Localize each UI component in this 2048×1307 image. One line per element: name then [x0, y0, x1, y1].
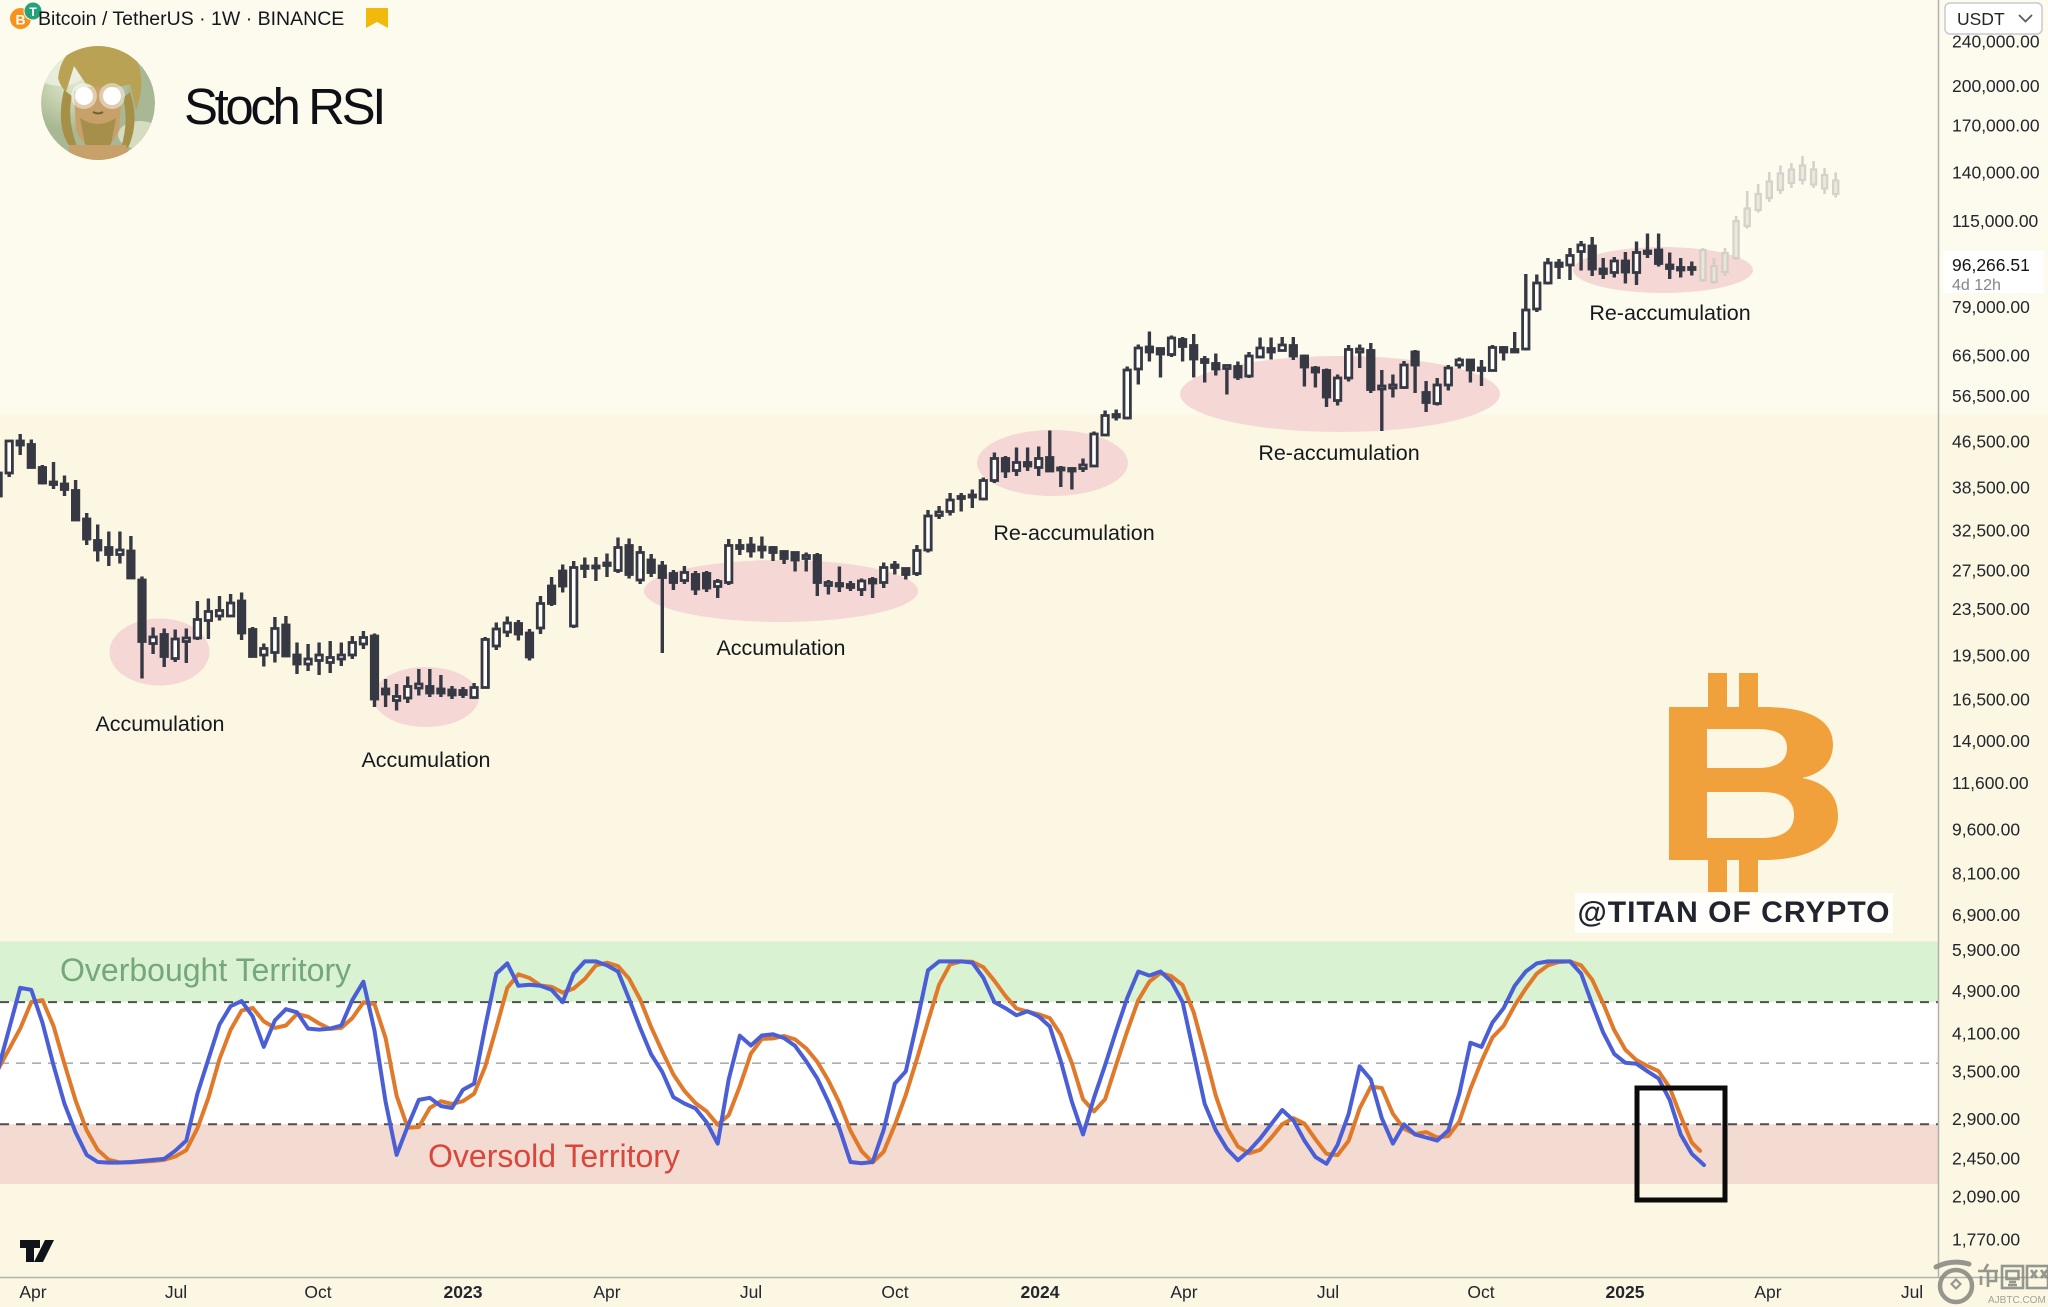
- svg-text:2023: 2023: [444, 1282, 483, 1302]
- svg-text:Accumulation: Accumulation: [95, 712, 224, 736]
- svg-text:240,000.00: 240,000.00: [1952, 32, 2040, 52]
- svg-text:4,100.00: 4,100.00: [1952, 1024, 2020, 1044]
- svg-text:11,600.00: 11,600.00: [1952, 773, 2029, 793]
- svg-text:Jul: Jul: [1901, 1282, 1923, 1302]
- svg-text:USDT: USDT: [1957, 9, 2005, 29]
- svg-text:14,000.00: 14,000.00: [1952, 731, 2030, 751]
- svg-text:Re-accumulation: Re-accumulation: [1258, 441, 1419, 465]
- svg-text:38,500.00: 38,500.00: [1952, 478, 2030, 498]
- svg-text:23,500.00: 23,500.00: [1952, 599, 2030, 619]
- svg-text:8,100.00: 8,100.00: [1952, 863, 2020, 883]
- svg-text:Oct: Oct: [881, 1282, 908, 1302]
- svg-text:Jul: Jul: [165, 1282, 187, 1302]
- svg-text:170,000.00: 170,000.00: [1952, 116, 2040, 136]
- svg-text:AJBTC.COM: AJBTC.COM: [1988, 1295, 2046, 1306]
- svg-text:2,090.00: 2,090.00: [1952, 1187, 2020, 1207]
- svg-text:2025: 2025: [1606, 1282, 1645, 1302]
- svg-text:19,500.00: 19,500.00: [1952, 645, 2030, 665]
- svg-text:Bitcoin / TetherUS · 1W · BINA: Bitcoin / TetherUS · 1W · BINANCE: [38, 8, 344, 30]
- svg-text:4d 12h: 4d 12h: [1952, 277, 2001, 294]
- svg-text:32,500.00: 32,500.00: [1952, 521, 2030, 541]
- svg-text:@TITAN OF CRYPTO: @TITAN OF CRYPTO: [1577, 896, 1890, 929]
- svg-text:2,900.00: 2,900.00: [1952, 1109, 2020, 1129]
- svg-text:2,450.00: 2,450.00: [1952, 1149, 2020, 1169]
- svg-text:27,500.00: 27,500.00: [1952, 561, 2030, 581]
- svg-text:56,500.00: 56,500.00: [1952, 386, 2030, 406]
- svg-text:Accumulation: Accumulation: [716, 636, 845, 660]
- svg-text:Overbought Territory: Overbought Territory: [60, 952, 351, 988]
- svg-text:Re-accumulation: Re-accumulation: [1589, 301, 1750, 325]
- svg-text:200,000.00: 200,000.00: [1952, 76, 2040, 96]
- svg-text:T: T: [29, 5, 37, 19]
- svg-text:3,500.00: 3,500.00: [1952, 1062, 2020, 1082]
- svg-text:Accumulation: Accumulation: [361, 748, 490, 772]
- svg-text:Stoch RSI: Stoch RSI: [184, 78, 383, 135]
- svg-text:46,500.00: 46,500.00: [1952, 431, 2030, 451]
- svg-text:66,500.00: 66,500.00: [1952, 345, 2030, 365]
- svg-text:9,600.00: 9,600.00: [1952, 819, 2020, 839]
- svg-text:Apr: Apr: [19, 1282, 46, 1302]
- svg-text:2024: 2024: [1021, 1282, 1060, 1302]
- svg-text:16,500.00: 16,500.00: [1952, 690, 2030, 710]
- svg-text:6,900.00: 6,900.00: [1952, 905, 2020, 925]
- svg-text:5,900.00: 5,900.00: [1952, 940, 2020, 960]
- svg-text:Re-accumulation: Re-accumulation: [993, 521, 1154, 545]
- svg-text:96,266.51: 96,266.51: [1952, 255, 2030, 275]
- svg-text:1,770.00: 1,770.00: [1952, 1230, 2020, 1250]
- svg-text:Apr: Apr: [1754, 1282, 1781, 1302]
- svg-text:Oct: Oct: [304, 1282, 331, 1302]
- svg-text:Oversold Territory: Oversold Territory: [428, 1138, 680, 1174]
- svg-text:79,000.00: 79,000.00: [1952, 297, 2030, 317]
- svg-text:140,000.00: 140,000.00: [1952, 163, 2040, 183]
- svg-text:Jul: Jul: [1317, 1282, 1339, 1302]
- svg-text:Jul: Jul: [740, 1282, 762, 1302]
- svg-text:Apr: Apr: [1170, 1282, 1197, 1302]
- svg-text:Oct: Oct: [1467, 1282, 1494, 1302]
- svg-text:Apr: Apr: [593, 1282, 620, 1302]
- svg-text:115,000.00: 115,000.00: [1952, 211, 2039, 231]
- svg-text:B: B: [15, 12, 25, 28]
- svg-text:4,900.00: 4,900.00: [1952, 981, 2020, 1001]
